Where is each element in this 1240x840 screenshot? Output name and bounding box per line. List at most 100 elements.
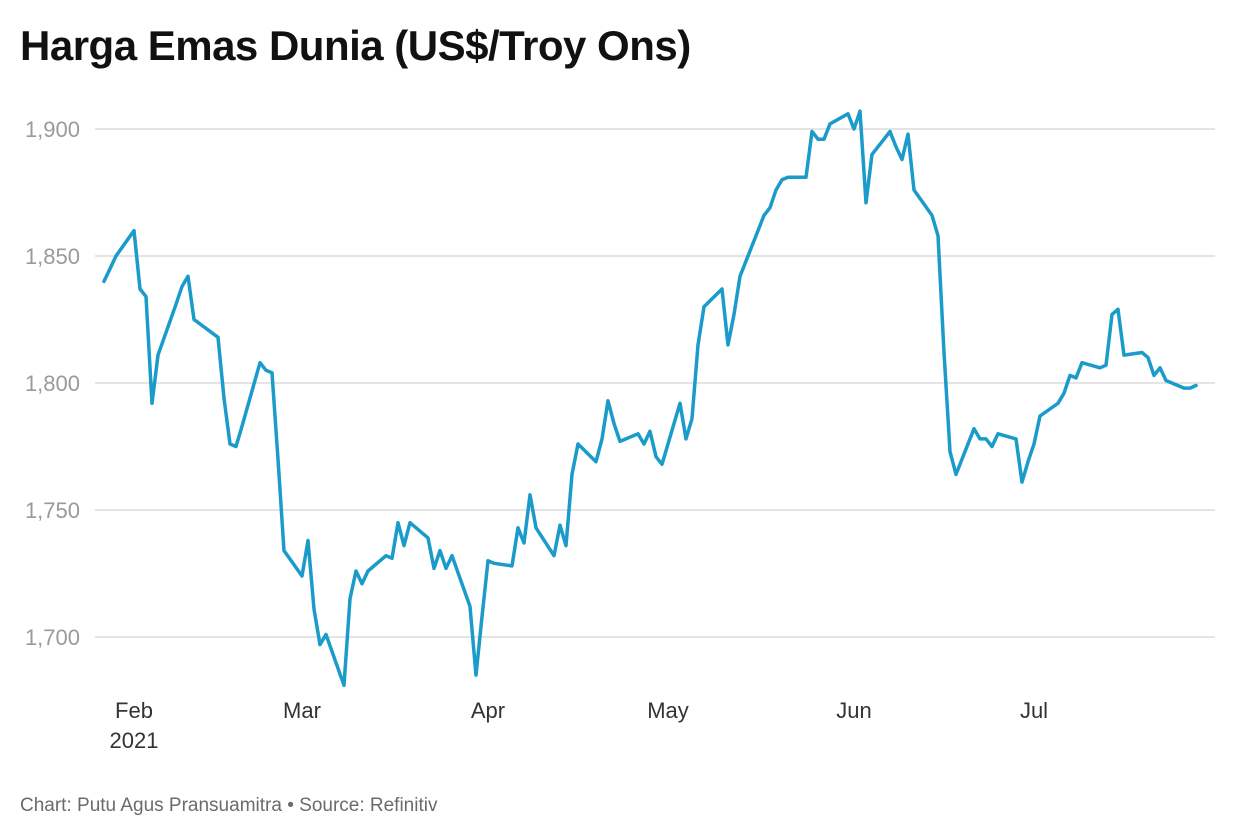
- grid-lines: [95, 128, 1215, 638]
- data-point: [642, 442, 646, 446]
- data-point: [348, 597, 352, 601]
- data-point: [306, 539, 310, 542]
- data-point: [228, 442, 232, 446]
- data-point: [762, 213, 766, 217]
- data-point: [900, 158, 904, 161]
- data-point: [1014, 437, 1018, 441]
- data-point: [174, 302, 178, 306]
- data-point: [1038, 414, 1042, 418]
- data-point: [558, 523, 562, 527]
- data-point: [1032, 442, 1036, 446]
- data-point: [648, 429, 652, 433]
- data-point: [1068, 373, 1072, 377]
- data-point: [102, 279, 106, 283]
- data-point: [312, 607, 316, 611]
- data-point: [684, 437, 688, 441]
- data-point: [240, 424, 244, 428]
- data-point: [144, 295, 148, 299]
- data-point: [930, 213, 934, 217]
- data-point: [396, 521, 400, 525]
- data-point: [1026, 460, 1030, 464]
- data-point: [408, 521, 412, 525]
- data-point: [822, 137, 826, 141]
- x-tick-label: Mar: [283, 698, 321, 723]
- series-line: [102, 109, 1198, 688]
- data-point: [828, 122, 832, 126]
- x-tick-label: Apr: [471, 698, 505, 723]
- y-tick-label: 1,800: [25, 371, 80, 396]
- data-point: [138, 287, 142, 291]
- data-point: [912, 188, 916, 192]
- data-point: [1098, 366, 1102, 370]
- data-point: [1158, 366, 1162, 370]
- data-point: [1116, 307, 1120, 311]
- y-tick-label: 1,750: [25, 498, 80, 523]
- data-point: [1152, 373, 1156, 377]
- data-point: [780, 178, 784, 182]
- data-point: [1182, 386, 1186, 390]
- data-point: [1140, 351, 1144, 354]
- data-point: [432, 566, 436, 570]
- data-point: [486, 559, 490, 563]
- chart-footer: Chart: Putu Agus Pransuamitra • Source: …: [20, 795, 437, 817]
- data-point: [150, 401, 154, 405]
- data-point: [1080, 361, 1084, 365]
- data-point: [384, 554, 388, 558]
- data-point: [132, 229, 136, 233]
- data-point: [522, 541, 526, 545]
- data-point: [342, 683, 346, 687]
- data-point: [234, 445, 238, 448]
- data-point: [594, 460, 598, 464]
- data-point: [528, 493, 532, 497]
- data-point: [534, 526, 538, 530]
- data-point: [492, 561, 496, 565]
- data-point: [702, 305, 706, 309]
- data-point: [870, 152, 874, 156]
- data-point: [1188, 386, 1192, 390]
- data-point: [846, 112, 850, 116]
- data-point: [516, 526, 520, 530]
- y-tick-label: 1,850: [25, 244, 80, 269]
- chart-title: Harga Emas Dunia (US$/Troy Ons): [20, 22, 691, 69]
- data-point: [804, 175, 808, 179]
- data-point: [1074, 376, 1078, 380]
- data-point: [216, 335, 220, 339]
- data-point: [738, 274, 742, 278]
- data-point: [894, 145, 898, 149]
- data-point: [774, 188, 778, 192]
- data-point: [954, 472, 958, 476]
- data-point: [1110, 312, 1114, 316]
- data-point: [690, 417, 694, 421]
- data-point: [552, 554, 556, 558]
- data-point: [786, 175, 790, 179]
- data-point: [990, 445, 994, 448]
- x-axis-ticks: Feb 2021 Mar Apr May Jun Jul: [110, 698, 1049, 753]
- x-tick-sublabel: 2021: [110, 728, 159, 753]
- data-point: [600, 437, 604, 441]
- data-point: [732, 312, 736, 316]
- data-point: [480, 615, 484, 619]
- data-point: [270, 371, 274, 375]
- data-point: [660, 462, 664, 466]
- data-point: [1020, 480, 1024, 484]
- data-point: [678, 401, 682, 405]
- data-point: [1122, 353, 1126, 357]
- data-point: [114, 254, 118, 258]
- data-point: [402, 544, 406, 548]
- data-point: [222, 396, 226, 400]
- data-point: [108, 267, 112, 271]
- data-point: [906, 132, 910, 136]
- data-point: [1146, 356, 1150, 360]
- data-point: [654, 455, 658, 459]
- data-point: [768, 206, 772, 210]
- data-point: [720, 287, 724, 291]
- data-point: [186, 274, 190, 278]
- data-point: [888, 130, 892, 133]
- data-point: [1164, 379, 1168, 382]
- data-point: [564, 544, 568, 548]
- data-point: [1194, 384, 1198, 387]
- data-point: [978, 437, 982, 441]
- data-point: [852, 127, 856, 131]
- data-point: [264, 368, 268, 372]
